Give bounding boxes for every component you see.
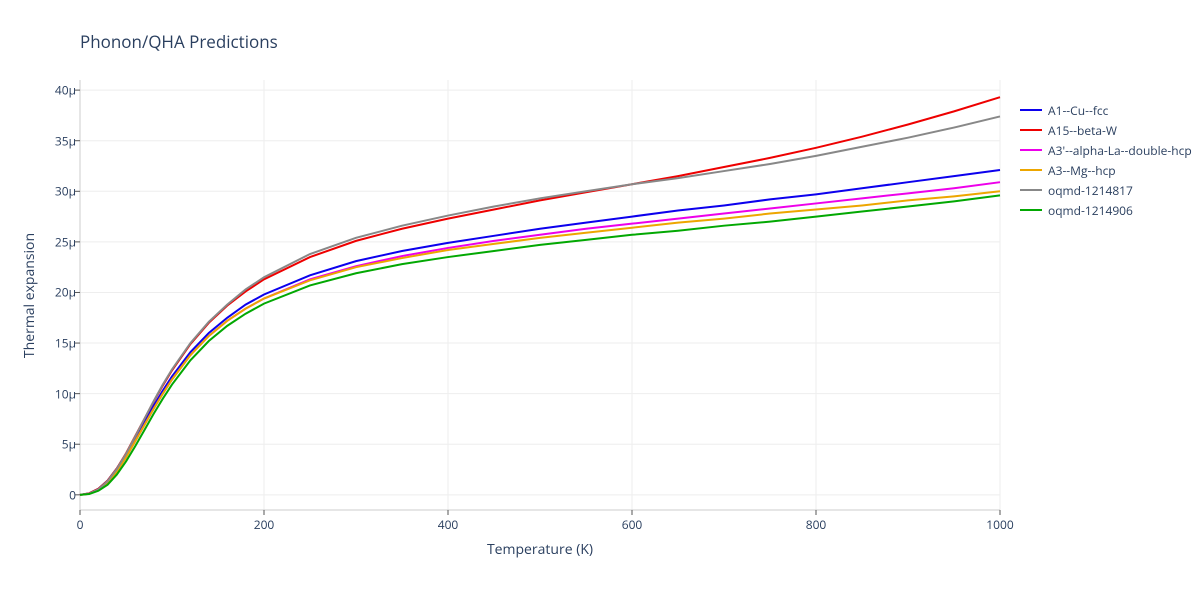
series-line[interactable] [80,97,1000,495]
legend-swatch [1020,109,1042,111]
x-tick-label: 600 [622,516,643,533]
legend-label: oqmd-1214906 [1048,202,1133,219]
legend-label: A3--Mg--hcp [1048,162,1116,179]
y-tick-label: 10μ [42,385,76,402]
x-tick-label: 1000 [986,516,1013,533]
plot-area [80,80,1000,510]
legend-swatch [1020,189,1042,191]
legend-item[interactable]: A3'--alpha-La--double-hcp [1020,140,1192,160]
chart-container: Phonon/QHA Predictions Temperature (K) T… [0,0,1200,600]
y-tick-label: 0 [42,486,76,503]
y-tick-label: 25μ [42,233,76,250]
legend-label: oqmd-1214817 [1048,182,1133,199]
legend-item[interactable]: A3--Mg--hcp [1020,160,1192,180]
y-tick-label: 30μ [42,183,76,200]
legend-label: A3'--alpha-La--double-hcp [1048,142,1192,159]
legend-swatch [1020,149,1042,151]
legend-label: A15--beta-W [1048,122,1117,139]
legend-label: A1--Cu--fcc [1048,102,1108,119]
y-axis-label: Thermal expansion [20,80,40,510]
legend-item[interactable]: oqmd-1214817 [1020,180,1192,200]
legend-swatch [1020,169,1042,171]
y-axis-label-text: Thermal expansion [21,232,40,357]
chart-svg [80,80,1000,510]
x-tick-label: 200 [254,516,275,533]
x-axis-label: Temperature (K) [80,540,1000,559]
legend-swatch [1020,209,1042,211]
legend-item[interactable]: oqmd-1214906 [1020,200,1192,220]
y-tick-label: 20μ [42,284,76,301]
series-line[interactable] [80,195,1000,494]
y-tick-label: 40μ [42,82,76,99]
x-tick-label: 400 [438,516,459,533]
chart-title: Phonon/QHA Predictions [80,30,278,53]
legend: A1--Cu--fcc A15--beta-W A3'--alpha-La--dou… [1020,100,1192,220]
x-tick-label: 800 [806,516,827,533]
series-line[interactable] [80,116,1000,494]
y-tick-label: 35μ [42,132,76,149]
x-tick-label: 0 [77,516,84,533]
legend-item[interactable]: A15--beta-W [1020,120,1192,140]
legend-item[interactable]: A1--Cu--fcc [1020,100,1192,120]
legend-swatch [1020,129,1042,131]
y-tick-label: 5μ [42,436,76,453]
y-tick-label: 15μ [42,335,76,352]
